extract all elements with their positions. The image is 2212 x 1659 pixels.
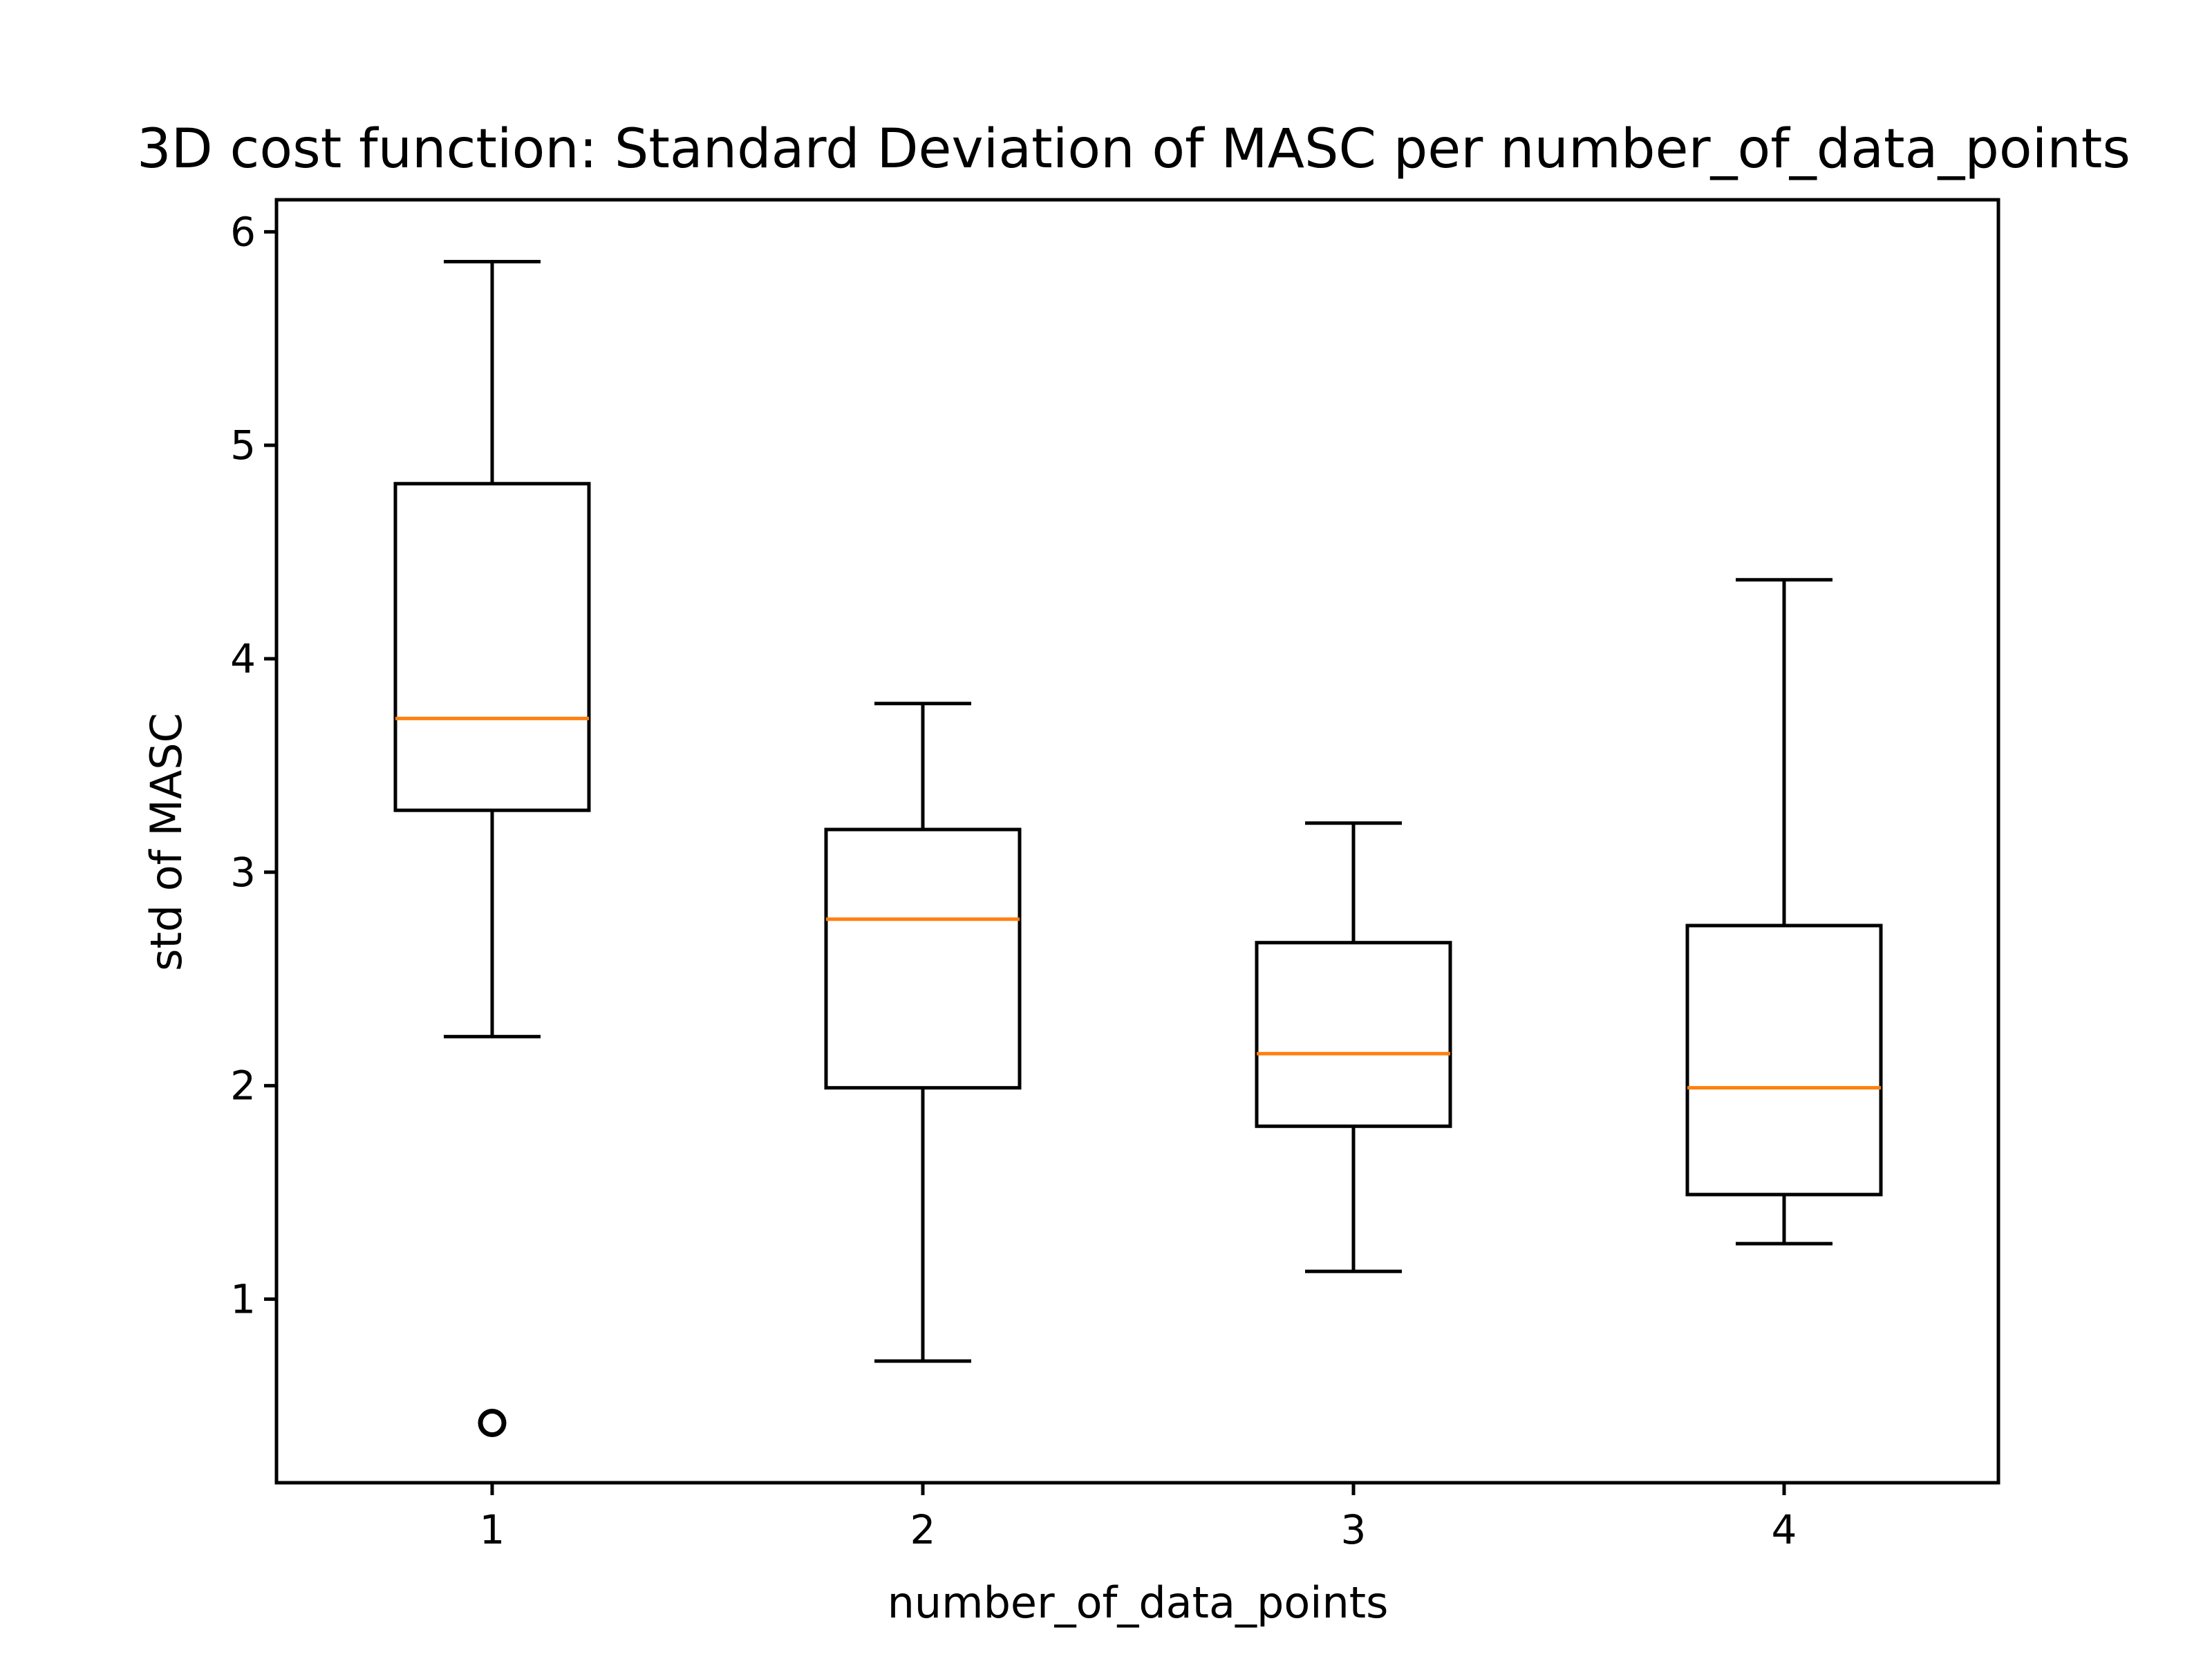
x-tick-label-2: 2 bbox=[910, 1506, 936, 1553]
iqr-box bbox=[1685, 924, 1883, 1197]
chart-title: 3D cost function: Standard Deviation of … bbox=[137, 118, 2130, 180]
y-tick-label-6: 6 bbox=[230, 208, 256, 255]
x-tick-label-3: 3 bbox=[1341, 1506, 1367, 1553]
plot-area: 1 2 3 4 5 6 1 2 3 4 bbox=[230, 198, 2000, 1553]
outlier-point-0 bbox=[478, 1409, 507, 1438]
box-group-2 bbox=[824, 702, 1022, 1363]
y-tick-label-1: 1 bbox=[230, 1275, 256, 1322]
x-tick-label-1: 1 bbox=[480, 1506, 505, 1553]
plot-frame bbox=[274, 198, 2000, 1485]
iqr-box bbox=[393, 482, 591, 812]
box-group-3 bbox=[1255, 821, 1452, 1273]
iqr-box bbox=[1255, 941, 1452, 1128]
box-group-1 bbox=[393, 260, 591, 1438]
y-tick-label-5: 5 bbox=[230, 422, 256, 469]
box-group-4 bbox=[1685, 578, 1883, 1246]
y-tick-label-4: 4 bbox=[230, 635, 256, 682]
y-tick-label-3: 3 bbox=[230, 849, 256, 896]
y-tick-label-2: 2 bbox=[230, 1062, 256, 1109]
x-axis-label: number_of_data_points bbox=[888, 1577, 1389, 1628]
y-axis-label: std of MASC bbox=[141, 713, 191, 971]
x-tick-label-4: 4 bbox=[1772, 1506, 1797, 1553]
iqr-box bbox=[824, 827, 1022, 1090]
